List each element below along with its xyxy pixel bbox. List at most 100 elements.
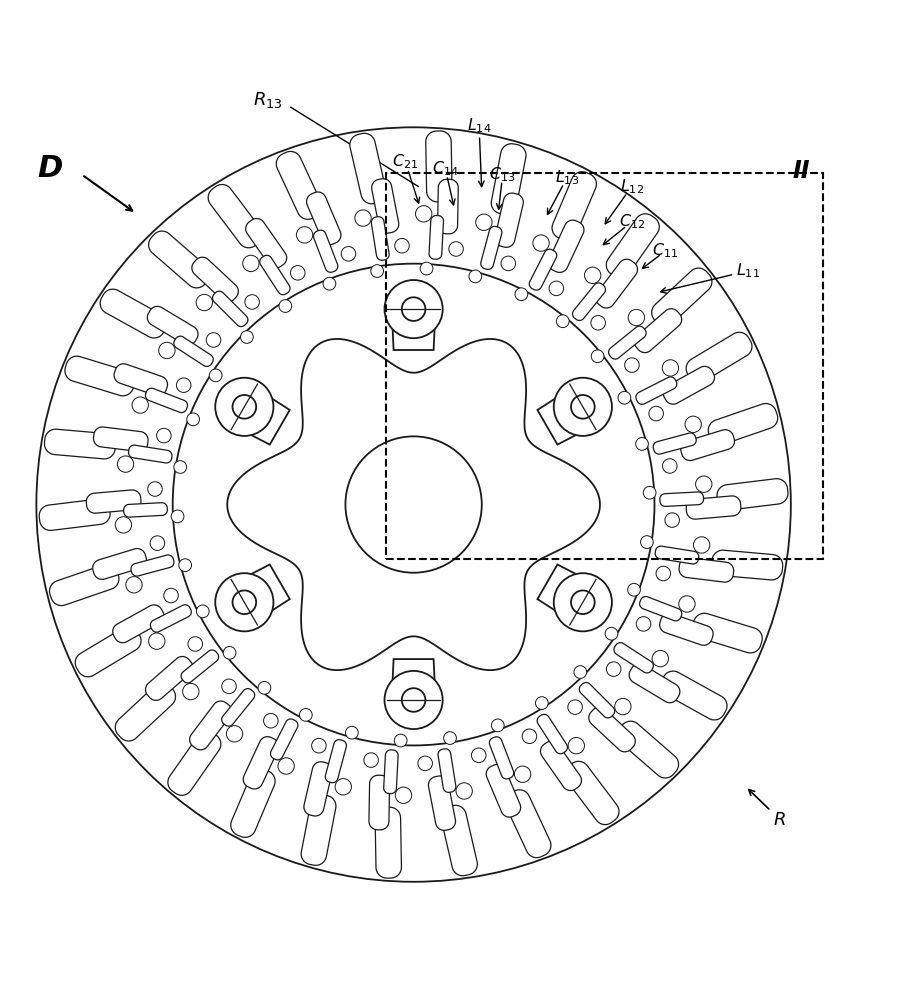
Polygon shape xyxy=(634,309,682,353)
Circle shape xyxy=(183,683,199,700)
Polygon shape xyxy=(717,479,788,510)
Circle shape xyxy=(568,700,583,714)
Polygon shape xyxy=(660,613,714,645)
Circle shape xyxy=(196,605,209,618)
Circle shape xyxy=(226,726,243,742)
Circle shape xyxy=(335,779,352,795)
Polygon shape xyxy=(115,683,175,741)
Text: $C_{13}$: $C_{13}$ xyxy=(489,165,516,184)
Circle shape xyxy=(36,127,791,882)
Polygon shape xyxy=(145,656,193,700)
Circle shape xyxy=(312,738,326,753)
Circle shape xyxy=(694,537,710,553)
Polygon shape xyxy=(148,231,210,288)
Polygon shape xyxy=(304,762,332,816)
Circle shape xyxy=(628,583,641,596)
Text: $L_{12}$: $L_{12}$ xyxy=(620,177,644,196)
Circle shape xyxy=(554,573,612,631)
Polygon shape xyxy=(325,740,346,783)
Polygon shape xyxy=(548,220,584,272)
Circle shape xyxy=(196,294,213,311)
Polygon shape xyxy=(529,249,556,290)
Circle shape xyxy=(299,709,312,721)
Polygon shape xyxy=(227,339,600,670)
Circle shape xyxy=(243,255,259,272)
Circle shape xyxy=(148,633,165,649)
Polygon shape xyxy=(441,805,477,876)
Polygon shape xyxy=(573,283,605,320)
Polygon shape xyxy=(614,643,654,673)
Polygon shape xyxy=(391,292,436,350)
Polygon shape xyxy=(495,193,524,247)
Polygon shape xyxy=(301,795,336,865)
Polygon shape xyxy=(39,499,110,530)
Circle shape xyxy=(258,682,271,694)
Circle shape xyxy=(395,238,409,253)
Circle shape xyxy=(695,476,712,492)
Polygon shape xyxy=(686,496,741,519)
Polygon shape xyxy=(384,750,398,794)
Circle shape xyxy=(522,729,536,744)
Circle shape xyxy=(173,264,654,745)
Circle shape xyxy=(186,413,199,426)
Polygon shape xyxy=(681,430,734,461)
Circle shape xyxy=(649,406,664,421)
Circle shape xyxy=(224,646,236,659)
Polygon shape xyxy=(314,230,338,272)
Circle shape xyxy=(395,787,412,803)
Circle shape xyxy=(652,650,668,667)
Circle shape xyxy=(571,395,594,419)
Circle shape xyxy=(278,758,295,774)
Polygon shape xyxy=(369,775,390,830)
Text: $C_{11}$: $C_{11}$ xyxy=(653,242,678,260)
Polygon shape xyxy=(481,226,502,269)
Polygon shape xyxy=(231,769,275,837)
Polygon shape xyxy=(131,555,174,576)
Circle shape xyxy=(395,734,407,747)
Circle shape xyxy=(188,637,203,651)
Polygon shape xyxy=(168,731,221,795)
Circle shape xyxy=(206,333,221,347)
Circle shape xyxy=(515,288,528,301)
Polygon shape xyxy=(589,707,635,752)
Circle shape xyxy=(341,247,355,261)
Circle shape xyxy=(556,315,569,328)
Polygon shape xyxy=(491,144,526,214)
Polygon shape xyxy=(222,689,255,726)
Polygon shape xyxy=(629,664,680,703)
Polygon shape xyxy=(664,366,714,404)
Circle shape xyxy=(291,266,305,280)
Circle shape xyxy=(279,300,292,312)
Circle shape xyxy=(636,617,651,631)
Polygon shape xyxy=(428,776,455,830)
Circle shape xyxy=(233,590,256,614)
Circle shape xyxy=(605,627,618,640)
Polygon shape xyxy=(218,564,290,631)
Polygon shape xyxy=(552,172,596,240)
Text: D: D xyxy=(37,154,63,183)
Polygon shape xyxy=(65,356,135,396)
Polygon shape xyxy=(218,378,290,445)
Circle shape xyxy=(323,277,335,290)
Polygon shape xyxy=(213,291,248,327)
Circle shape xyxy=(264,713,278,728)
Circle shape xyxy=(568,737,584,754)
Circle shape xyxy=(415,206,432,222)
Circle shape xyxy=(685,416,702,432)
Polygon shape xyxy=(93,549,146,579)
Polygon shape xyxy=(174,336,214,366)
Polygon shape xyxy=(438,749,456,792)
Circle shape xyxy=(472,748,486,763)
Polygon shape xyxy=(45,429,115,459)
Circle shape xyxy=(475,214,492,230)
Polygon shape xyxy=(505,790,551,858)
Polygon shape xyxy=(617,721,679,778)
Circle shape xyxy=(664,513,679,527)
Polygon shape xyxy=(595,259,637,308)
Polygon shape xyxy=(652,268,712,326)
Circle shape xyxy=(209,369,222,382)
Circle shape xyxy=(420,262,433,275)
Polygon shape xyxy=(94,427,148,452)
Circle shape xyxy=(514,766,531,782)
Circle shape xyxy=(355,210,371,226)
